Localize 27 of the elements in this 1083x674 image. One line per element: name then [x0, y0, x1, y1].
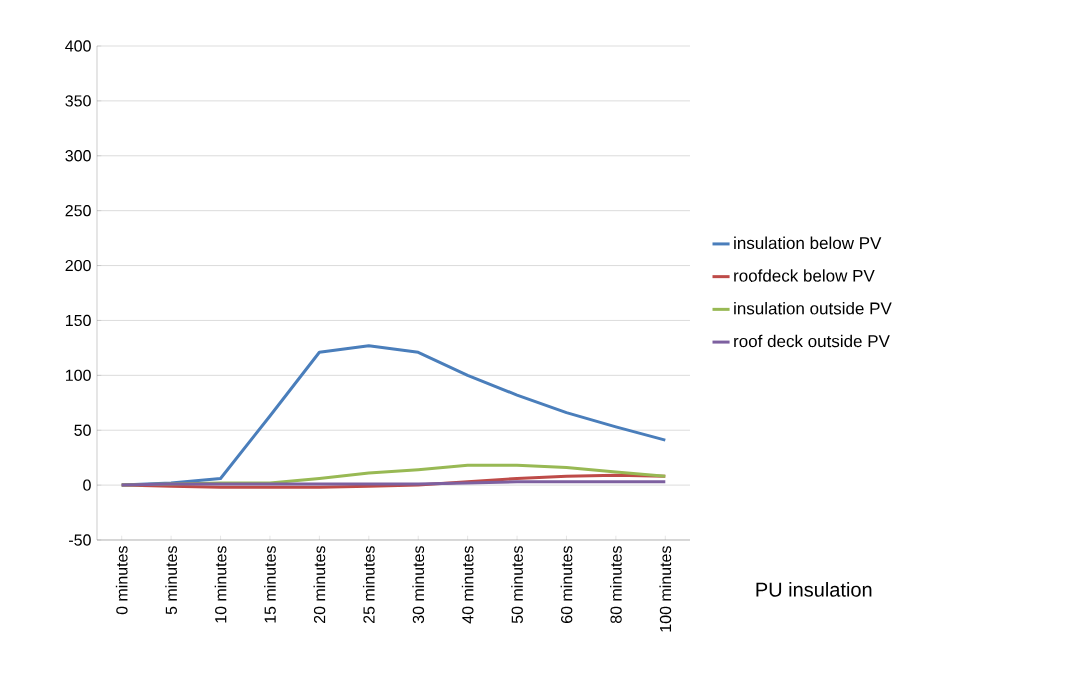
y-tick-label: 350	[65, 95, 91, 107]
x-tick-label: 5 minutes	[165, 546, 177, 615]
x-tick-label: 60 minutes	[560, 546, 573, 623]
x-tick-label: 80 minutes	[610, 546, 622, 624]
x-tick-label: 25 minutes	[362, 546, 375, 623]
x-tick-label: 20 minutes	[313, 546, 326, 623]
x-tick-label: 100 minutes	[659, 546, 672, 632]
x-tick-label: 0 minutes	[115, 546, 128, 615]
legend-label: roof deck outside PV	[734, 334, 890, 348]
text: PU insulation	[756, 582, 872, 597]
y-tick-label: -50	[69, 534, 91, 546]
y-tick-label: 0	[83, 479, 91, 491]
x-tick-label: 40 minutes	[461, 546, 474, 624]
x-tick-label: 50 minutes	[511, 546, 523, 624]
legend-label: insulation outside PV	[734, 302, 892, 315]
y-tick-label: 100	[65, 369, 91, 381]
y-tick-label: 200	[65, 259, 91, 272]
y-tick-label: 150	[65, 314, 91, 327]
y-tick-label: 50	[74, 424, 91, 436]
x-tick-label: 30 minutes	[412, 546, 425, 624]
y-tick-label: 400	[65, 40, 91, 52]
x-tick-label: 10 minutes	[214, 546, 227, 623]
legend-label: insulation below PV	[734, 236, 882, 250]
x-tick-label: 15 minutes	[264, 546, 276, 623]
y-tick-label: 250	[65, 205, 91, 217]
y-tick-label: 300	[65, 150, 91, 162]
legend-label: roofdeck below PV	[734, 269, 875, 282]
